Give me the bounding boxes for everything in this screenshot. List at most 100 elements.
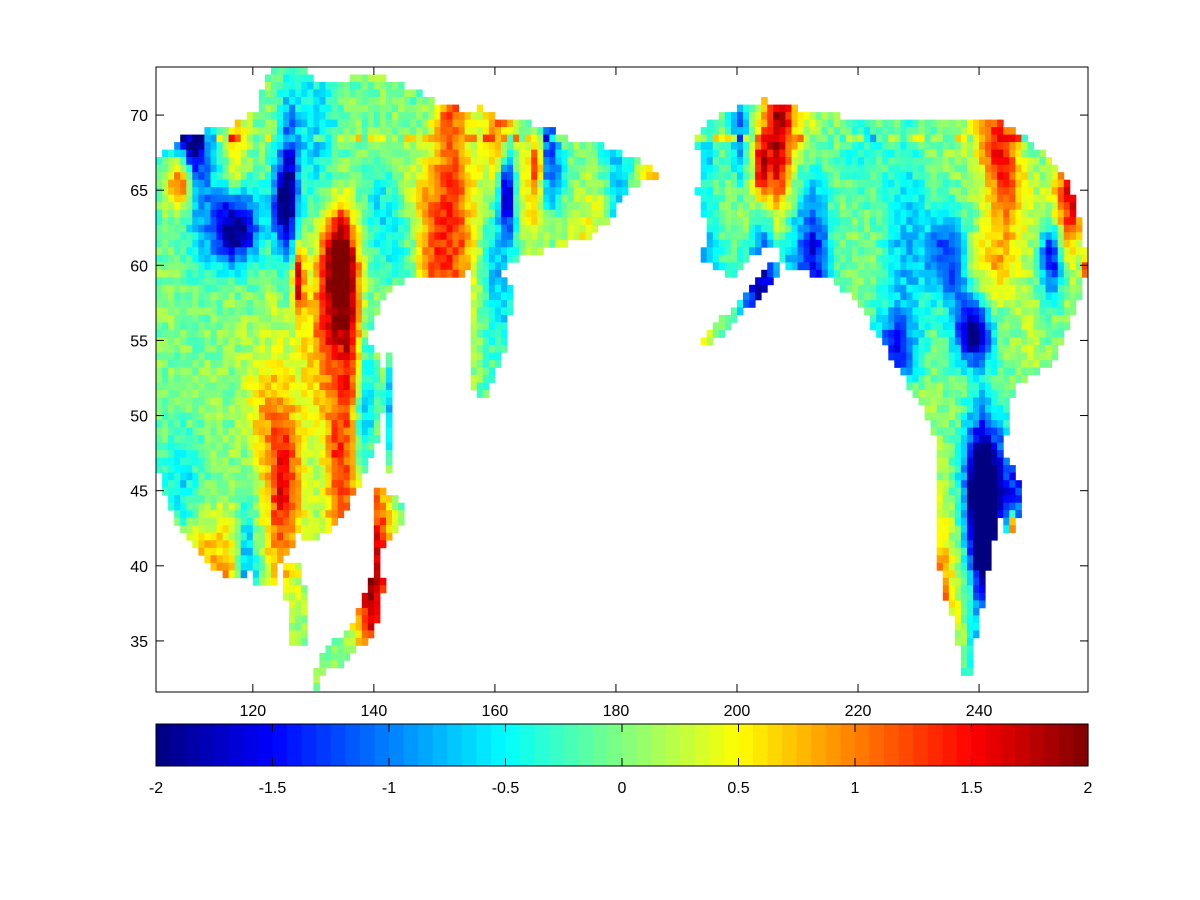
heatmap-cell xyxy=(337,344,345,353)
heatmap-cell xyxy=(325,450,332,458)
heatmap-cell xyxy=(755,112,762,120)
heatmap-cell xyxy=(252,435,260,443)
heatmap-cell xyxy=(924,164,932,173)
heatmap-cell xyxy=(180,329,187,338)
heatmap-cell xyxy=(882,337,889,346)
heatmap-cell xyxy=(452,179,459,188)
heatmap-cell xyxy=(773,134,780,143)
heatmap-cell xyxy=(168,344,175,353)
heatmap-cell xyxy=(827,262,835,271)
heatmap-cell xyxy=(162,314,169,323)
heatmap-cell xyxy=(204,480,211,489)
heatmap-cell xyxy=(464,172,472,181)
heatmap-cell xyxy=(277,164,284,173)
heatmap-cell xyxy=(277,457,284,466)
heatmap-cell xyxy=(301,217,308,226)
heatmap-cell xyxy=(361,164,369,173)
heatmap-cell xyxy=(930,277,938,286)
heatmap-cell xyxy=(307,254,314,263)
heatmap-cell xyxy=(960,427,968,436)
heatmap-cell xyxy=(355,292,363,301)
heatmap-cell xyxy=(162,172,169,181)
heatmap-cell xyxy=(379,104,387,113)
heatmap-cell xyxy=(821,269,829,278)
heatmap-cell xyxy=(258,127,266,135)
heatmap-cell xyxy=(954,540,962,549)
heatmap-cell xyxy=(367,622,375,631)
heatmap-cell xyxy=(930,284,938,293)
heatmap-cell xyxy=(870,239,877,248)
heatmap-cell xyxy=(785,149,792,158)
heatmap-cell xyxy=(428,112,435,120)
heatmap-cell xyxy=(797,232,804,241)
heatmap-cell xyxy=(307,367,314,376)
heatmap-cell xyxy=(313,239,320,248)
heatmap-cell xyxy=(936,164,944,173)
heatmap-cell xyxy=(343,307,351,316)
heatmap-cell xyxy=(264,127,272,135)
heatmap-cell xyxy=(706,157,714,165)
heatmap-cell xyxy=(797,179,804,188)
heatmap-cell xyxy=(283,360,290,368)
heatmap-cell xyxy=(204,254,211,263)
heatmap-cell xyxy=(894,314,901,323)
heatmap-cell xyxy=(954,532,962,541)
heatmap-cell xyxy=(967,622,974,631)
heatmap-cell xyxy=(591,187,599,196)
heatmap-cell xyxy=(295,435,302,443)
heatmap-cell xyxy=(942,390,950,398)
heatmap-cell xyxy=(803,157,811,165)
heatmap-cell xyxy=(307,292,314,301)
heatmap-cell xyxy=(967,254,974,263)
heatmap-cell xyxy=(367,292,375,301)
heatmap-cell xyxy=(942,510,950,519)
heatmap-cell xyxy=(706,142,714,150)
heatmap-cell xyxy=(186,299,193,308)
heatmap-cell xyxy=(470,179,478,188)
heatmap-cell xyxy=(948,119,956,128)
heatmap-cell xyxy=(973,119,980,128)
heatmap-cell xyxy=(979,457,986,466)
heatmap-cell xyxy=(264,367,272,376)
heatmap-cell xyxy=(494,284,502,293)
heatmap-cell xyxy=(240,292,248,301)
heatmap-cell xyxy=(246,382,254,391)
heatmap-cell xyxy=(906,239,913,248)
heatmap-cell xyxy=(295,412,302,421)
heatmap-cell xyxy=(174,420,181,428)
heatmap-cell xyxy=(815,269,823,278)
heatmap-cell xyxy=(942,307,950,316)
heatmap-cell xyxy=(252,510,260,519)
heatmap-cell xyxy=(319,517,326,526)
heatmap-cell xyxy=(464,194,472,203)
heatmap-cell xyxy=(464,239,472,248)
heatmap-cell xyxy=(821,142,829,150)
heatmap-cell xyxy=(428,127,435,135)
heatmap-cell xyxy=(349,262,357,271)
heatmap-cell xyxy=(458,119,466,128)
heatmap-cell xyxy=(319,480,326,489)
heatmap-cell xyxy=(277,344,284,353)
heatmap-cell xyxy=(991,202,998,211)
heatmap-cell xyxy=(997,390,1004,398)
heatmap-cell xyxy=(319,254,326,263)
heatmap-cell xyxy=(410,104,417,113)
heatmap-cell xyxy=(301,247,308,256)
heatmap-cell xyxy=(900,127,907,135)
heatmap-cell xyxy=(198,307,205,316)
heatmap-cell xyxy=(367,232,375,241)
heatmap-cell xyxy=(507,254,514,263)
heatmap-cell xyxy=(567,209,574,218)
heatmap-cell xyxy=(416,232,423,241)
heatmap-cell xyxy=(1003,209,1010,218)
heatmap-cell xyxy=(192,292,199,301)
heatmap-cell xyxy=(948,142,956,150)
heatmap-cell xyxy=(198,187,205,196)
heatmap-cell xyxy=(398,119,405,128)
heatmap-cell xyxy=(513,202,520,211)
heatmap-cell xyxy=(367,607,375,616)
heatmap-cell xyxy=(277,149,284,158)
heatmap-cell xyxy=(240,119,248,128)
heatmap-cell xyxy=(246,119,254,128)
heatmap-cell xyxy=(991,284,998,293)
